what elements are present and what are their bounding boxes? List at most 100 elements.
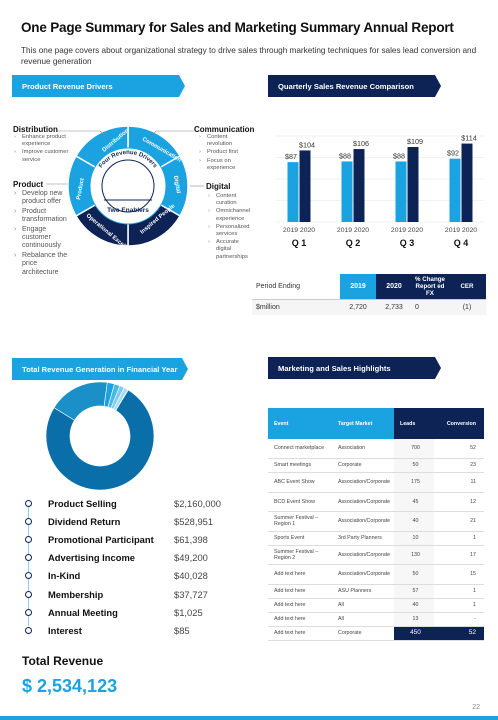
list-item: Membership $37,727 — [22, 585, 242, 603]
highlights-table: Event Target Market Leads Conversion Con… — [268, 408, 484, 641]
col-leads: Leads — [394, 408, 434, 439]
revenue-source-name: Interest — [48, 624, 82, 636]
table-row: Add text here Association/Corporate 50 15 — [268, 564, 484, 585]
col-event: Event — [268, 408, 332, 439]
bullet-dot-icon — [25, 572, 32, 580]
revenue-source-value: $37,727 — [174, 588, 208, 600]
total-revenue-value: $ 2,534,123 — [22, 676, 118, 696]
table-row: Add text here ASU Planners 57 1 — [268, 584, 484, 599]
revenue-source-name: Advertising Income — [48, 552, 135, 564]
list-item: Content revolution — [199, 134, 249, 148]
list-item: In-Kind $40,028 — [22, 567, 242, 585]
table-row: Add text here All 40 1 — [268, 598, 484, 613]
list-item: Advertising Income $49,200 — [22, 549, 242, 567]
list-item: Develop new product offer — [14, 190, 74, 207]
list-item: Engage customer continuously — [14, 226, 74, 251]
revenue-drivers-wheel: Two Enablers Four Revenue Drivers Distri… — [67, 125, 189, 250]
bar — [407, 147, 419, 222]
table-row: Summer Festival – Region 1 Association/Co… — [268, 511, 484, 532]
list-item: Dividend Return $528,951 — [22, 512, 242, 530]
product-list: Develop new product offer Product transf… — [14, 190, 74, 278]
list-item: Rebalance the price architecture — [14, 252, 74, 277]
chevron-right-icon — [433, 75, 441, 97]
bullet-dot-icon — [25, 590, 32, 598]
event-cell: Add text here — [268, 584, 332, 599]
market-cell: Association/Corporate — [332, 564, 394, 585]
revenue-donut-chart — [45, 381, 155, 491]
event-cell: Sports Event — [268, 531, 332, 546]
market-cell: All — [332, 612, 394, 627]
list-item: Product first — [199, 149, 249, 156]
bar-data-label: $109 — [407, 137, 423, 146]
bar-data-label: $88 — [339, 151, 351, 160]
page-number: 22 — [472, 704, 480, 711]
market-cell: Association/Corporate — [332, 545, 394, 565]
conversion-cell: 12 — [434, 492, 484, 512]
timeline-line — [28, 502, 29, 626]
communication-list: Content revolution Product first Focus o… — [199, 134, 249, 173]
col-change: % Change Report ed FX — [412, 274, 448, 299]
chevron-right-icon — [177, 75, 187, 97]
product-title: Product — [13, 180, 44, 189]
market-cell: Corporate — [332, 458, 394, 473]
leads-cell: 50 — [394, 458, 434, 473]
digital-title: Digital — [206, 182, 231, 191]
bar — [395, 161, 407, 222]
revenue-source-value: $61,398 — [174, 533, 208, 545]
table-row: Sports Event 3rd Party Planners 10 1 — [268, 531, 484, 546]
list-item: Annual Meeting $1,025 — [22, 603, 242, 621]
leads-cell: 700 — [394, 439, 434, 459]
list-item: Content curation — [208, 193, 252, 207]
leads-cell: 175 — [394, 472, 434, 493]
bar-data-label: $104 — [299, 140, 315, 149]
list-item: Promotional Participant $61,398 — [22, 530, 242, 548]
list-item: Focus on experience — [199, 158, 249, 172]
table-row: Connect marketplace Association 700 52 — [268, 439, 484, 459]
list-item: Omnichannel experience — [208, 208, 252, 222]
year-tick-label: 2019 2020 — [391, 227, 423, 234]
event-cell: Add text here — [268, 598, 332, 613]
ring-label-product: Product — [76, 178, 86, 201]
page-title: One Page Summary for Sales and Marketing… — [21, 20, 454, 35]
col-2019: 2019 — [340, 274, 376, 299]
quarterly-header: Quarterly Sales Revenue Comparison — [268, 75, 441, 97]
leads-cell: 450 — [394, 626, 434, 641]
table-row: Smart meetings Corporate 50 23 — [268, 458, 484, 473]
quarter-tick-label: Q 4 — [454, 238, 469, 248]
revenue-source-name: Annual Meeting — [48, 606, 118, 618]
conversion-cell: 21 — [434, 511, 484, 532]
table-row-total: Add text here Corporate 450 52 — [268, 626, 484, 641]
highlights-header: Marketing and Sales Highlights — [268, 357, 441, 379]
revenue-source-name: In-Kind — [48, 570, 81, 582]
conversion-cell: 1 — [434, 598, 484, 613]
list-item: Personalized services — [208, 224, 252, 238]
market-cell: Corporate — [332, 626, 394, 641]
market-cell: ASU Planners — [332, 584, 394, 599]
conversion-cell: 1 — [434, 584, 484, 599]
col-conversion: Conversion — [434, 408, 484, 439]
conversion-cell: 11 — [434, 472, 484, 493]
list-item: Accurate digital partnerships — [208, 239, 252, 261]
bar-data-label: $106 — [353, 139, 369, 148]
chevron-right-icon — [180, 358, 188, 380]
donut-slice — [45, 389, 155, 491]
bullet-dot-icon — [25, 517, 32, 525]
bar — [461, 143, 473, 222]
quarter-tick-label: Q 1 — [292, 238, 307, 248]
bar — [287, 162, 299, 222]
total-revenue-label: Total Revenue — [22, 654, 104, 668]
market-cell: Association — [332, 439, 394, 459]
revenue-source-value: $1,025 — [174, 606, 203, 618]
table-row: Add text here All 13- — [268, 612, 484, 627]
bullet-dot-icon — [25, 626, 32, 634]
bar — [299, 150, 311, 222]
event-cell: Summer Festival – Region 1 — [268, 511, 332, 532]
section-title: Product Revenue Drivers — [22, 81, 113, 91]
revenue-source-name: Dividend Return — [48, 515, 121, 527]
event-cell: BCD Event Show — [268, 492, 332, 512]
quarter-tick-label: Q 3 — [400, 238, 415, 248]
leads-cell: 45 — [394, 492, 434, 512]
bar-data-label: $88 — [393, 151, 405, 160]
